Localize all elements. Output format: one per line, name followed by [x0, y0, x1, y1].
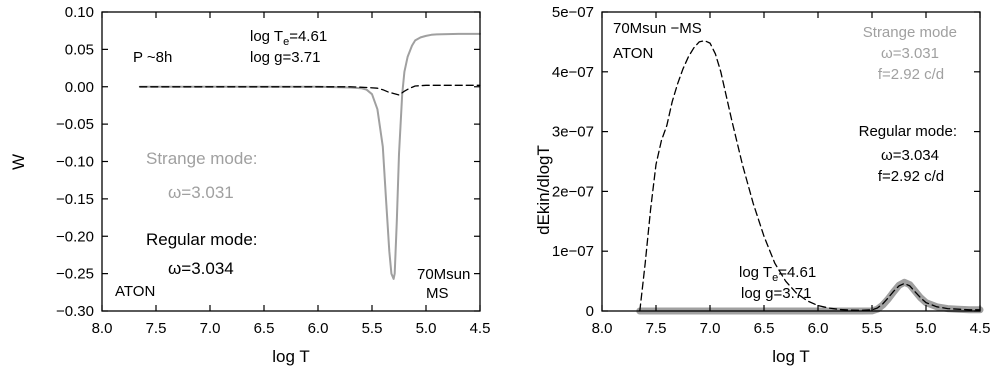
right-code-label: ATON: [613, 45, 653, 62]
right-ytick-label: 3e−07: [552, 124, 594, 141]
right-xtick-label: 8.0: [592, 320, 613, 337]
left-series-black-dashed: [139, 84, 481, 96]
left-ytick-label: −0.05: [56, 116, 94, 133]
right-teff-label: log Te=4.61: [739, 264, 816, 284]
right-regular-mode-freq: f=2.92 c/d: [878, 168, 944, 185]
left-model-label-2: MS: [426, 285, 449, 302]
left-xtick-label: 6.0: [308, 320, 329, 337]
right-regular-mode-title: Regular mode:: [859, 123, 957, 140]
left-regular-mode-omega: ω=3.034: [168, 259, 234, 278]
right-series-black-dashed: [639, 40, 981, 312]
right-xtick-label: 7.0: [700, 320, 721, 337]
left-ytick-label: 0.05: [65, 41, 94, 58]
left-plot-lines: [138, 32, 481, 280]
right-xtick-label: 7.5: [646, 320, 667, 337]
left-logg-label: log g=3.71: [250, 49, 320, 66]
left-xtick-label: 4.5: [470, 320, 491, 337]
left-ylabel: W: [9, 154, 28, 170]
right-xtick-label: 5.5: [862, 320, 883, 337]
left-ytick-label: 0.00: [65, 79, 94, 96]
left-ytick-label: 0.10: [65, 4, 94, 21]
right-xtick-label: 4.5: [970, 320, 991, 337]
right-ytick-label: 4e−07: [552, 64, 594, 81]
right-ylabel: dEkin/dlogT: [534, 145, 553, 235]
left-strange-mode-title: Strange mode:: [146, 149, 258, 168]
left-ytick-label: −0.10: [56, 154, 94, 171]
left-xtick-label: 7.5: [146, 320, 167, 337]
left-ytick-label: −0.25: [56, 266, 94, 283]
right-xtick-label: 6.0: [808, 320, 829, 337]
right-strange-mode-omega: ω=3.031: [881, 45, 939, 62]
right-model-label: 70Msun −MS: [613, 20, 702, 37]
left-xlabel: log T: [272, 347, 310, 366]
left-model-label-1: 70Msun: [417, 266, 470, 283]
right-xtick-label: 6.5: [754, 320, 775, 337]
right-ytick-label: 5e−07: [552, 4, 594, 21]
left-regular-mode-title: Regular mode:: [146, 230, 258, 249]
right-regular-mode-omega: ω=3.034: [881, 147, 939, 164]
left-xtick-label: 6.5: [254, 320, 275, 337]
right-ticks: 8.0 7.5 7.0 6.5 6.0 5.5 5.0 4.5 5e−07 4e−07 3e−07 2…: [552, 4, 991, 337]
right-ytick-label: 0: [586, 303, 594, 320]
left-teff-prefix: log T: [250, 28, 283, 45]
right-panel: 8.0 7.5 7.0 6.5 6.0 5.5 5.0 4.5 5e−07 4e−07 3e−07 2…: [534, 4, 990, 366]
right-teff-value: =4.61: [778, 264, 816, 281]
right-logg-label: log g=3.71: [741, 285, 811, 302]
left-xtick-label: 8.0: [92, 320, 113, 337]
right-teff-sub: e: [772, 272, 778, 284]
left-teff-value: =4.61: [289, 28, 327, 45]
left-code-label: ATON: [115, 283, 155, 300]
left-panel: 8.0 7.5 7.0 6.5 6.0 5.5 5.0 4.5 0.10 0.05 0.00 −0.0…: [9, 4, 490, 366]
left-ytick-label: −0.20: [56, 228, 94, 245]
right-xtick-label: 5.0: [916, 320, 937, 337]
left-xtick-label: 7.0: [200, 320, 221, 337]
left-xtick-label: 5.0: [416, 320, 437, 337]
left-ytick-label: −0.30: [56, 303, 94, 320]
right-plot-frame: [601, 11, 981, 312]
left-teff-label: log Te=4.61: [250, 28, 327, 48]
left-ticks: 8.0 7.5 7.0 6.5 6.0 5.5 5.0 4.5 0.10 0.05 0.00 −0.0…: [56, 4, 490, 337]
left-period-label: P ~8h: [133, 49, 172, 66]
right-teff-prefix: log T: [739, 264, 772, 281]
right-ytick-label: 1e−07: [552, 243, 594, 260]
right-xlabel: log T: [772, 347, 810, 366]
right-strange-mode-title: Strange mode: [863, 24, 957, 41]
right-strange-mode-freq: f=2.92 c/d: [878, 66, 944, 83]
right-ytick-label: 2e−07: [552, 183, 594, 200]
left-strange-mode-omega: ω=3.031: [168, 183, 234, 202]
left-series-gray-solid: [138, 32, 481, 280]
left-xtick-label: 5.5: [362, 320, 383, 337]
left-teff-sub: e: [283, 36, 289, 48]
left-ytick-label: −0.15: [56, 191, 94, 208]
